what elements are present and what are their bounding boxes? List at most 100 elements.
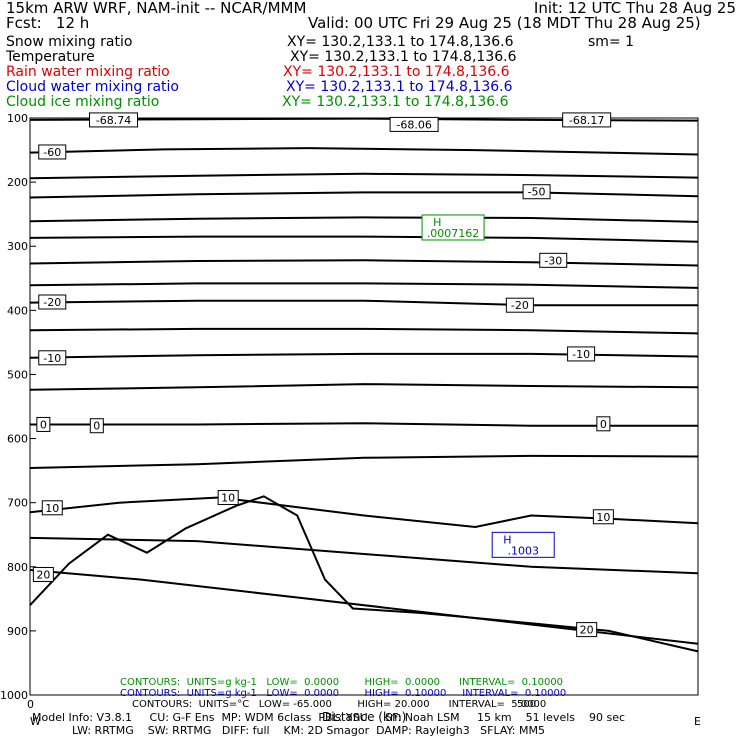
contours-info-temperature: CONTOURS: UNITS=°C LOW= -65.000 HIGH= 20… — [132, 699, 547, 710]
contour-label-box — [567, 346, 596, 362]
contour-label: -20 — [505, 297, 534, 313]
contour-label-box — [389, 116, 439, 132]
isotherm-line — [29, 569, 699, 645]
field-xy-temperature: XY= 130.2,133.1 to 174.8,136.6 — [290, 49, 517, 65]
isotherm-line — [29, 327, 699, 335]
contours-info-cloud-ice: CONTOURS: UNITS=g kg-1 LOW= 0.0000 HIGH=… — [120, 677, 564, 688]
field-xy-cloud-ice: XY= 130.2,133.1 to 174.8,136.6 — [282, 94, 509, 110]
maximum-box — [491, 531, 555, 558]
y-tick-label: 500 — [7, 368, 28, 381]
x-tick-zero: 0 — [27, 698, 34, 711]
contour-label: -68.06 — [389, 116, 439, 132]
y-axis: 100 200 300 400 500 600 700 800 900 1000 — [0, 112, 36, 702]
y-tick-label: 700 — [7, 497, 28, 510]
contour-label-text: -50 — [528, 186, 546, 199]
field-name-temperature: Temperature — [6, 49, 95, 65]
field-name-snow: Snow mixing ratio — [6, 34, 133, 50]
contour-label-text: -30 — [544, 254, 562, 267]
isotherm-line — [29, 383, 699, 391]
maximum-value: .1003 — [507, 544, 539, 557]
field-xy-rain: XY= 130.2,133.1 to 174.8,136.6 — [283, 64, 510, 80]
contour-label-text: 0 — [93, 420, 100, 433]
isotherm-line — [29, 216, 699, 223]
y-tick-label: 300 — [7, 240, 28, 253]
contour-label-box — [38, 294, 67, 310]
contour-label-box — [505, 297, 534, 313]
contour-label: 20 — [576, 622, 598, 638]
model-title: 15km ARW WRF, NAM-init -- NCAR/MMM — [6, 0, 307, 17]
contour-label: -68.74 — [89, 112, 138, 128]
contour-label: -10 — [38, 350, 67, 366]
init-time: Init: 12 UTC Thu 28 Aug 25 — [533, 0, 736, 17]
y-tick-label: 800 — [7, 561, 28, 574]
right-end-label: E — [694, 715, 701, 728]
left-end-label: W — [30, 715, 41, 728]
y-tick-label: 600 — [7, 433, 28, 446]
x-tick-500: 500 — [517, 699, 537, 710]
maximum-marker: H.0007162 — [421, 214, 485, 241]
contour-label-box — [38, 144, 67, 160]
isotherm-line — [29, 259, 699, 267]
contour-label-box — [36, 416, 51, 432]
y-tick-label: 200 — [7, 176, 28, 189]
contour-label-box — [576, 622, 598, 638]
y-tick-label: 400 — [7, 304, 28, 317]
contour-label-box — [539, 252, 568, 268]
contour-label-text: 10 — [596, 511, 610, 524]
isotherm-line — [29, 235, 699, 243]
contour-label: 0 — [89, 418, 104, 434]
contour-label: 20 — [32, 566, 54, 582]
contour-label: 0 — [596, 416, 611, 432]
contour-label-text: -20 — [43, 296, 61, 309]
contour-label-text: 0 — [600, 418, 607, 431]
isotherm-line — [29, 352, 699, 359]
contour-label-text: 0 — [40, 418, 47, 431]
contours-info-cloud-water: CONTOURS: UNITS=g kg-1 LOW= 0.0000 HIGH=… — [120, 688, 567, 699]
y-tick-label: 100 — [7, 112, 28, 125]
field-xy-snow: XY= 130.2,133.1 to 174.8,136.6 — [287, 34, 514, 50]
contour-label: -10 — [567, 346, 596, 362]
contour-label: 10 — [41, 500, 63, 516]
contour-label: -60 — [38, 144, 67, 160]
maximum-value: .0007162 — [427, 227, 480, 240]
isotherm-line — [29, 147, 699, 156]
contour-labels: -68.74 -68.06 -68.17 -60 -50 -30 -20 -20 -10 -10 0… — [32, 112, 614, 638]
field-name-cloud-ice: Cloud ice mixing ratio — [6, 94, 160, 110]
isotherm-line — [29, 454, 699, 469]
contour-label: -30 — [539, 252, 568, 268]
contour-label-text: -68.74 — [96, 114, 131, 127]
contour-label-box — [592, 509, 614, 525]
contour-label: 10 — [217, 490, 239, 506]
contour-label-text: -60 — [43, 146, 61, 159]
contour-label: -50 — [522, 184, 551, 200]
field-xy-cloud-water: XY= 130.2,133.1 to 174.8,136.6 — [286, 79, 513, 95]
contour-label-box — [562, 112, 612, 128]
contour-label: -20 — [38, 294, 67, 310]
contour-label-box — [522, 184, 551, 200]
contour-label-text: 20 — [36, 568, 50, 581]
contour-label-text: -10 — [572, 348, 590, 361]
forecast-hour: Fcst: 12 h — [6, 14, 90, 32]
y-tick-label: 1000 — [0, 689, 28, 702]
contour-label-text: 10 — [221, 492, 235, 505]
maxima-markers: H.0007162 H.1003 — [421, 214, 555, 558]
valid-time: Valid: 00 UTC Fri 29 Aug 25 (18 MDT Thu … — [308, 14, 701, 32]
contour-label: -68.17 — [562, 112, 612, 128]
contour-label: 10 — [592, 509, 614, 525]
smoothing-value: sm= 1 — [588, 34, 635, 50]
contour-label-box — [38, 350, 67, 366]
isotherm-layer — [29, 117, 699, 645]
contour-label-box — [89, 418, 104, 434]
isotherm-line — [29, 282, 699, 289]
contour-label-box — [596, 416, 611, 432]
maximum-box — [421, 214, 485, 241]
maximum-marker: H.1003 — [491, 531, 555, 558]
contour-label-text: -68.17 — [569, 114, 604, 127]
isotherm-line — [29, 299, 698, 307]
model-info-line-1: Model Info: V3.8.1 CU: G-F Ens MP: WDM 6… — [32, 711, 626, 724]
isotherm-line — [29, 172, 699, 180]
contour-label-box — [41, 500, 63, 516]
contour-label-text: -20 — [511, 299, 529, 312]
contour-label-text: -68.06 — [396, 118, 431, 131]
